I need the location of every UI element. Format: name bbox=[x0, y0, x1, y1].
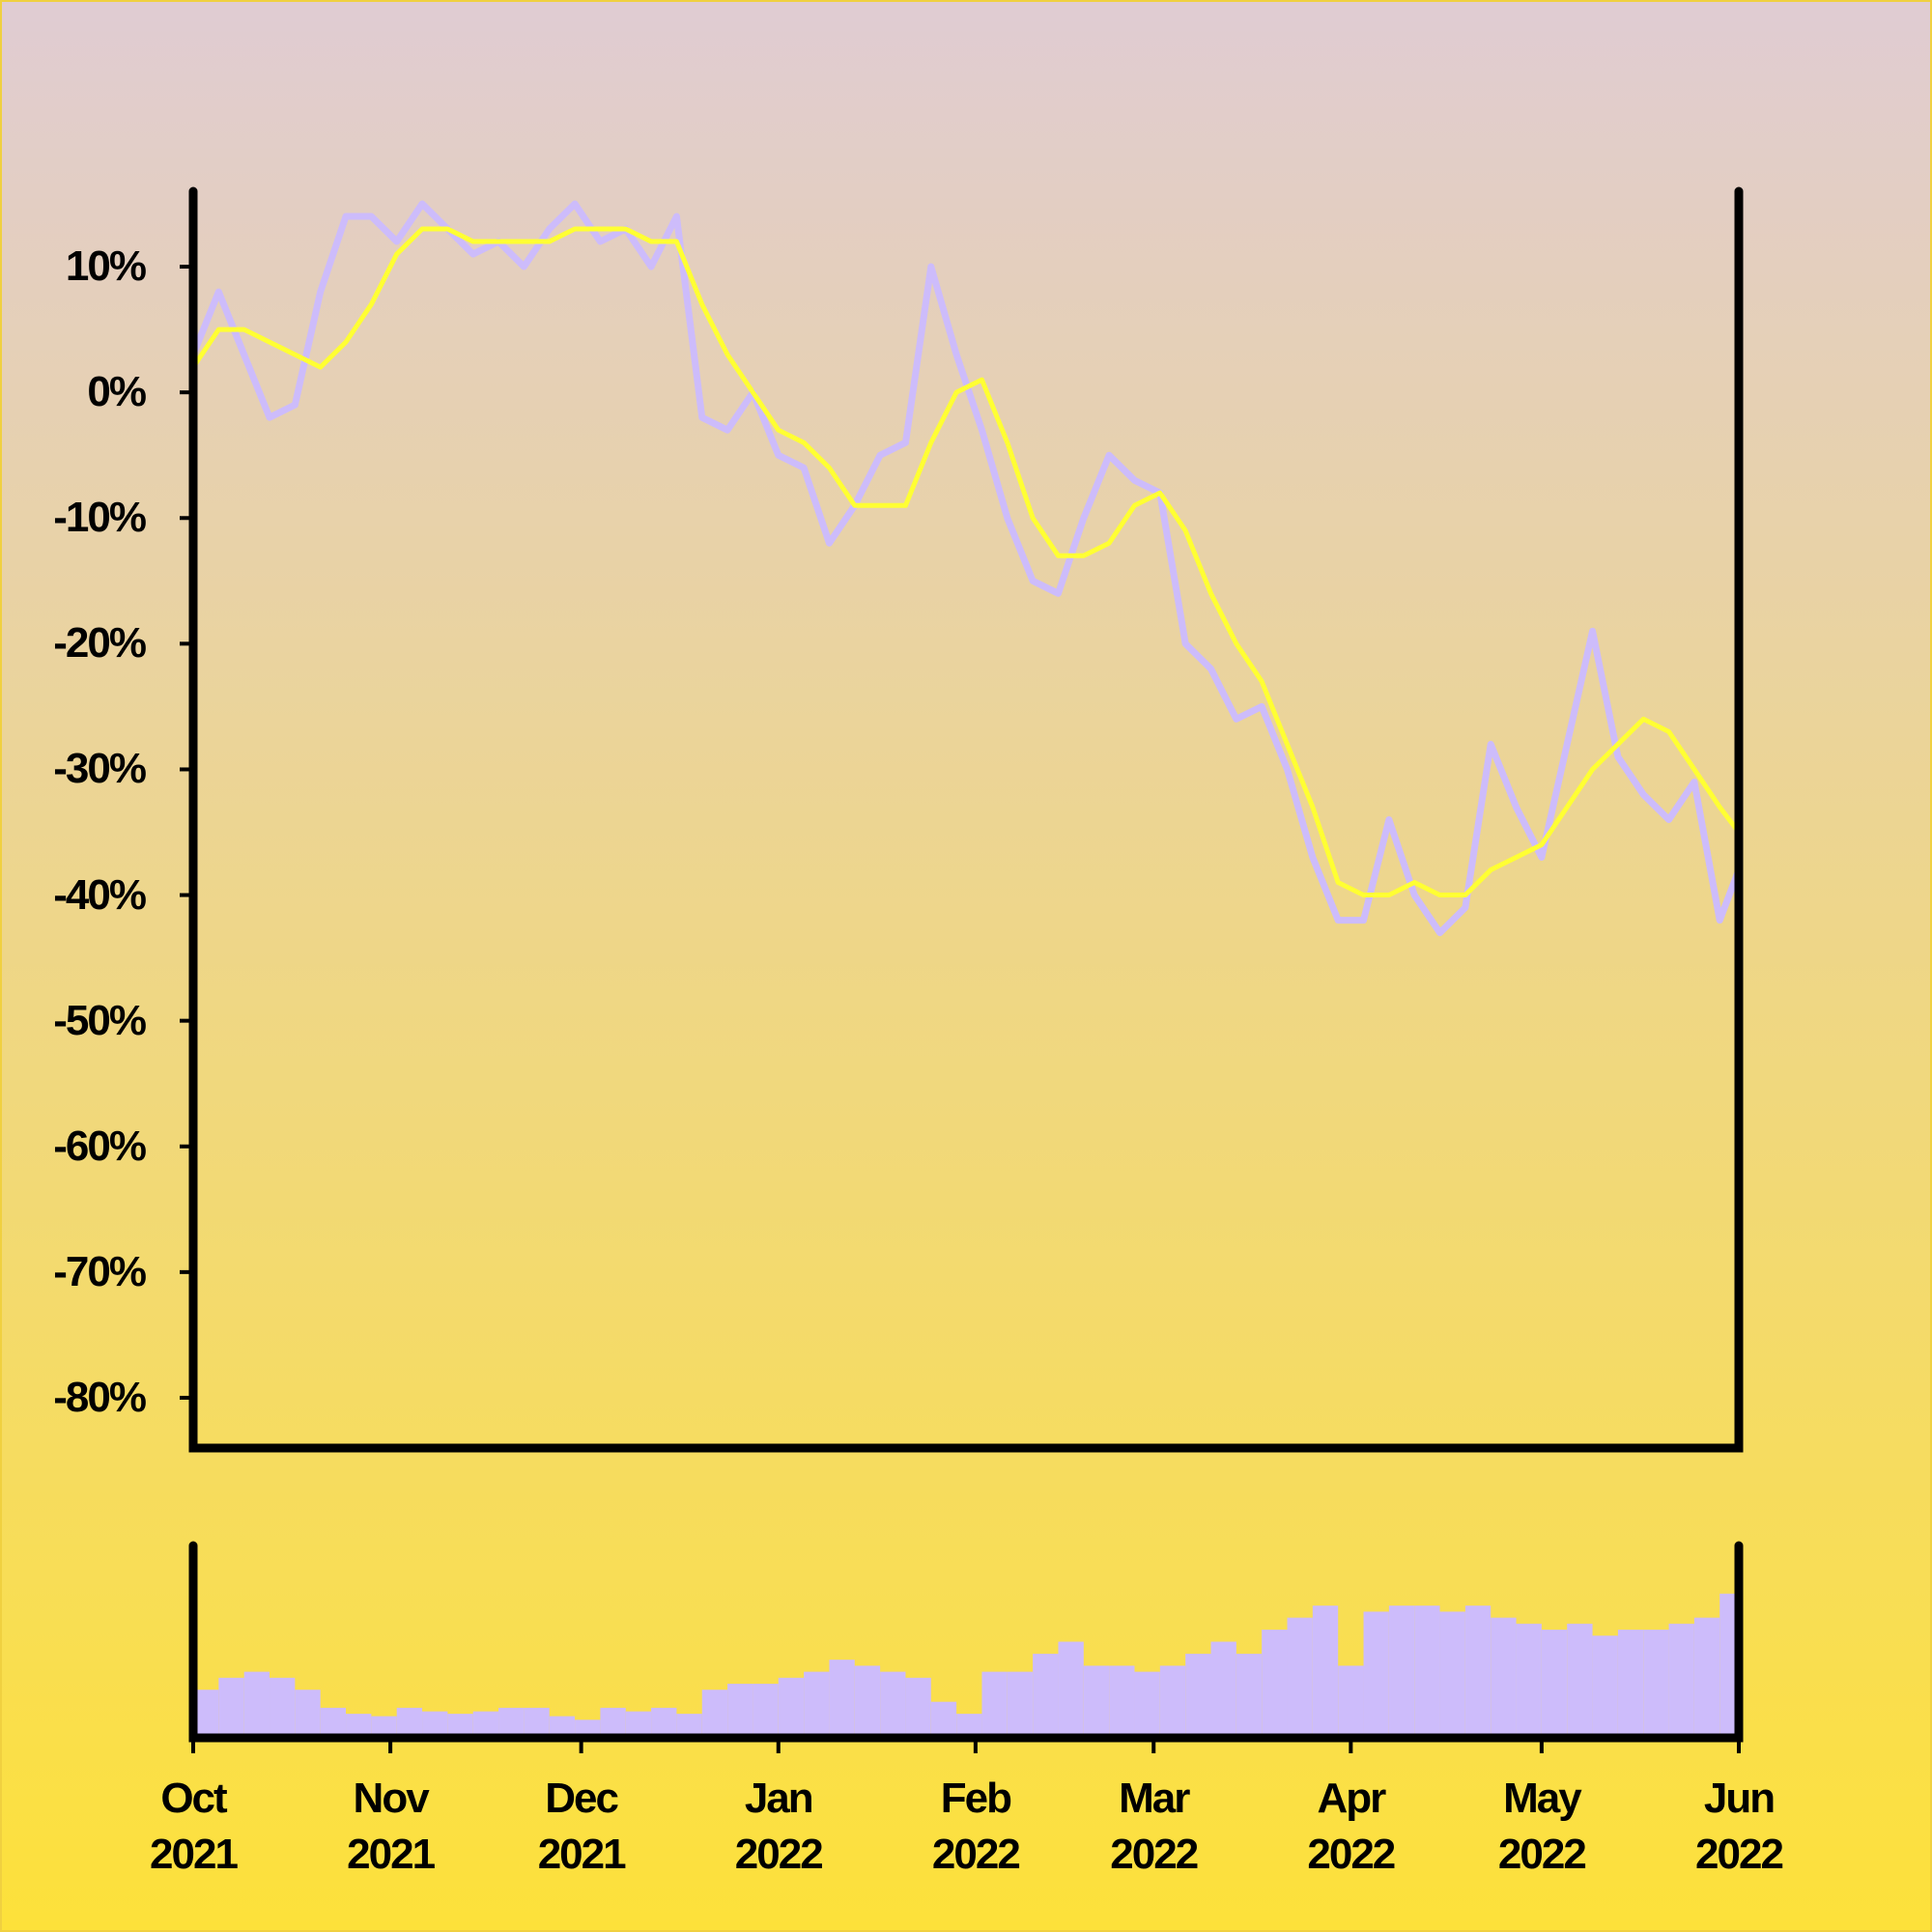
volume-bar bbox=[320, 1707, 347, 1738]
volume-bar bbox=[1643, 1630, 1669, 1738]
volume-bar bbox=[1491, 1617, 1517, 1738]
y-tick-label: -40% bbox=[53, 870, 147, 919]
volume-bar bbox=[1439, 1611, 1465, 1738]
y-tick-label: -10% bbox=[53, 494, 147, 542]
volume-bar bbox=[295, 1690, 321, 1738]
volume-bar bbox=[1262, 1630, 1288, 1738]
y-tick-label: -20% bbox=[53, 619, 147, 668]
x-tick-label: May 2022 bbox=[1497, 1775, 1587, 1878]
volume-bar bbox=[701, 1690, 728, 1738]
x-tick-label: Apr 2022 bbox=[1307, 1775, 1396, 1878]
volume-bar bbox=[1617, 1630, 1644, 1738]
volume-bar bbox=[1541, 1630, 1568, 1738]
volume-bar bbox=[1033, 1653, 1059, 1738]
x-tick-label: Mar 2022 bbox=[1110, 1775, 1199, 1878]
volume-bar bbox=[651, 1707, 677, 1738]
volume-bar bbox=[1287, 1617, 1313, 1738]
volume-bar bbox=[1414, 1605, 1440, 1738]
axis-frame bbox=[188, 1541, 1744, 1743]
volume-bar bbox=[1058, 1641, 1084, 1738]
series-line bbox=[190, 226, 1741, 898]
volume-bar bbox=[371, 1716, 397, 1738]
x-tick-label: Dec 2021 bbox=[537, 1775, 627, 1878]
volume-bar bbox=[625, 1711, 652, 1738]
volume-bar bbox=[905, 1677, 931, 1738]
volume-bar bbox=[270, 1677, 296, 1738]
volume-bar bbox=[218, 1677, 244, 1738]
volume-bar bbox=[930, 1701, 957, 1738]
volume-bar bbox=[1516, 1623, 1542, 1738]
volume-bar bbox=[1592, 1635, 1618, 1738]
volume-bar bbox=[1109, 1665, 1135, 1738]
volume-bar bbox=[829, 1660, 855, 1738]
volume-bar bbox=[804, 1671, 830, 1738]
volume-bar bbox=[524, 1707, 550, 1738]
volume-bar bbox=[1007, 1671, 1034, 1738]
x-tick-label: Jan 2022 bbox=[734, 1775, 824, 1878]
volume-bar bbox=[880, 1671, 906, 1738]
axis-frame bbox=[188, 186, 1744, 1453]
series-line bbox=[189, 200, 1743, 937]
volume-bar bbox=[1668, 1623, 1694, 1738]
volume-bar bbox=[1464, 1605, 1492, 1738]
volume-bar bbox=[1236, 1653, 1263, 1738]
volume-bar bbox=[981, 1671, 1008, 1738]
volume-bar bbox=[575, 1719, 601, 1738]
volume-bar bbox=[1185, 1653, 1211, 1738]
y-tick-label: -50% bbox=[53, 996, 147, 1044]
volume-bar bbox=[396, 1707, 423, 1738]
volume-bar bbox=[1567, 1623, 1593, 1738]
volume-bar bbox=[1210, 1641, 1236, 1738]
volume-bar bbox=[243, 1671, 270, 1738]
volume-bar bbox=[1388, 1605, 1415, 1738]
volume-bar bbox=[1693, 1617, 1720, 1738]
x-tick-label: Jun 2022 bbox=[1695, 1775, 1784, 1878]
volume-bar bbox=[1363, 1611, 1389, 1738]
volume-bar bbox=[753, 1684, 779, 1738]
volume-bar bbox=[727, 1684, 753, 1738]
y-tick-label: -80% bbox=[53, 1373, 147, 1421]
volume-bar bbox=[1159, 1665, 1186, 1738]
y-tick-label: -30% bbox=[53, 745, 147, 793]
volume-bar bbox=[854, 1665, 881, 1738]
x-tick-label: Feb 2022 bbox=[931, 1775, 1021, 1878]
volume-bar bbox=[498, 1707, 525, 1738]
volume-bar bbox=[1719, 1593, 1739, 1738]
volume-bar bbox=[1338, 1665, 1364, 1738]
y-tick-label: -60% bbox=[53, 1122, 147, 1170]
volume-bar bbox=[1083, 1665, 1110, 1738]
volume-bar bbox=[472, 1711, 499, 1738]
y-tick-label: -70% bbox=[53, 1247, 147, 1295]
volume-bar bbox=[1134, 1671, 1160, 1738]
y-tick-label: 10% bbox=[65, 242, 147, 291]
volume-bar bbox=[778, 1677, 805, 1738]
volume-bar bbox=[1312, 1605, 1339, 1738]
y-tick-label: 0% bbox=[87, 368, 147, 416]
volume-bar bbox=[422, 1711, 448, 1738]
x-tick-label: Nov 2021 bbox=[347, 1775, 436, 1878]
volume-bar bbox=[600, 1707, 626, 1738]
x-tick-label: Oct 2021 bbox=[150, 1775, 239, 1878]
volume-bar bbox=[549, 1716, 576, 1738]
